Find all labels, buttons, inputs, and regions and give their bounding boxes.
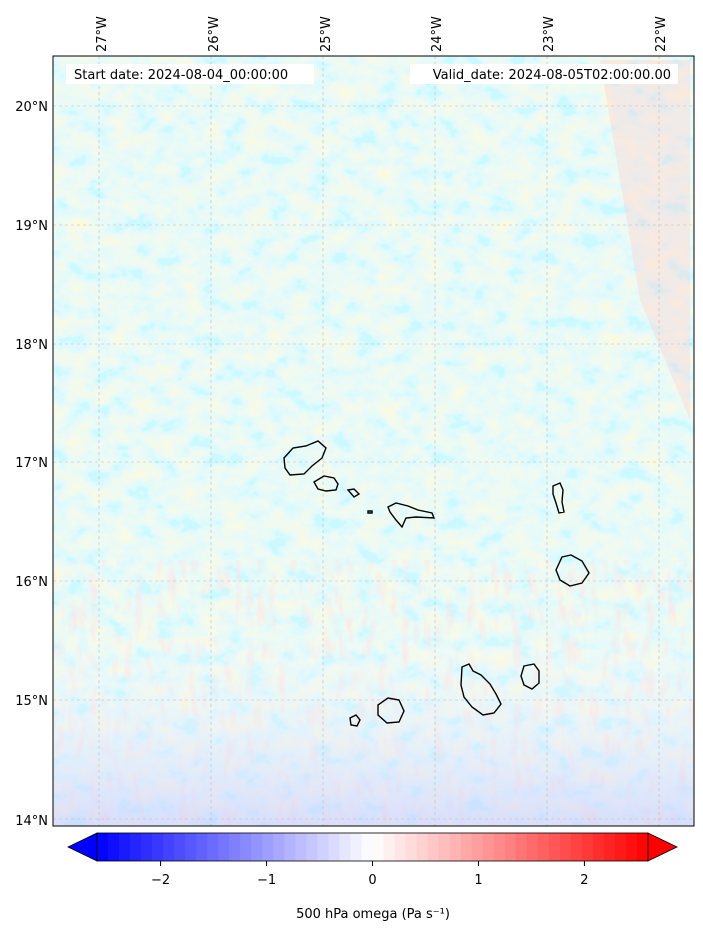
lon-tick-label: 24°W (430, 16, 445, 52)
island-santo-antao (283, 440, 327, 476)
start-label-box (66, 64, 314, 84)
colorbar-tick-label: −1 (257, 873, 276, 888)
colorbar-step (372, 833, 384, 861)
island-boa-vista (555, 554, 590, 587)
colorbar-step (427, 833, 440, 861)
lon-tick-label: 27°W (95, 16, 110, 52)
island-santiago (460, 663, 502, 716)
colorbar-step (339, 833, 351, 861)
colorbar-step (229, 833, 241, 861)
island-sao-nicolau (387, 502, 436, 529)
map-frame (52, 55, 695, 827)
lat-tick-label: 16°N (15, 575, 48, 590)
colorbar-step (438, 833, 451, 861)
colorbar-step (603, 833, 616, 861)
lon-tick-label: 22°W (654, 16, 669, 52)
colorbar-tick-label: 1 (474, 873, 482, 888)
lat-tick-label: 19°N (15, 219, 48, 234)
longitude-tick-labels: 27°W 26°W 25°W 24°W 23°W 22°W (95, 16, 669, 52)
island-sal (552, 482, 565, 514)
colorbar-step (317, 833, 329, 861)
colorbar-step (394, 833, 406, 861)
colorbar-step (405, 833, 417, 861)
lat-tick-label: 18°N (15, 338, 48, 353)
colorbar-high-extension (647, 832, 678, 862)
colorbar-label: 500 hPa omega (Pa s⁻¹) (296, 907, 450, 922)
colorbar-step (581, 833, 594, 861)
colorbar-step (537, 833, 550, 861)
colorbar-step (328, 833, 340, 861)
colorbar-step (383, 833, 395, 861)
colorbar-step (636, 833, 649, 861)
lon-tick-label: 25°W (319, 16, 334, 52)
colorbar-step (174, 833, 186, 861)
start-date-label: Start date: 2024-08-04_00:00:00 (74, 68, 288, 83)
colorbar-step (295, 833, 307, 861)
colorbar-step (207, 833, 219, 861)
colorbar-step (482, 833, 495, 861)
colorbar-step (493, 833, 506, 861)
colorbar-step (306, 833, 318, 861)
colorbar-step (262, 833, 274, 861)
colorbar-step (284, 833, 296, 861)
colorbar-step (592, 833, 605, 861)
colorbar-step (416, 833, 428, 861)
colorbar-step (97, 833, 109, 861)
lat-tick-label: 14°N (15, 814, 48, 829)
colorbar-tick-label: 0 (368, 873, 376, 888)
colorbar-step (273, 833, 285, 861)
colorbar-step (141, 833, 153, 861)
lat-tick-label: 17°N (15, 456, 48, 471)
colorbar-step (559, 833, 572, 861)
colorbar-step (460, 833, 473, 861)
colorbar-step (570, 833, 583, 861)
coastlines (283, 440, 590, 727)
colorbar-step (449, 833, 462, 861)
lat-tick-label: 15°N (15, 694, 48, 709)
island-maio (520, 663, 540, 690)
colorbar-low-extension (67, 832, 98, 862)
valid-date-label: Valid_date: 2024-08-05T02:00:00.00 (433, 68, 671, 83)
island-brava (349, 714, 361, 727)
lon-tick-label: 23°W (542, 16, 557, 52)
island-sao-vicente (313, 475, 339, 492)
island-razo (367, 510, 373, 514)
colorbar-step (504, 833, 517, 861)
lat-tick-label: 20°N (15, 100, 48, 115)
colorbar-step (251, 833, 263, 861)
colorbar-step (526, 833, 539, 861)
colorbar: −2 −1 0 1 2 500 hPa omega (Pa s⁻¹) (67, 832, 678, 922)
omega-field (53, 56, 694, 826)
gridlines (53, 56, 694, 826)
latitude-tick-labels: 20°N 19°N 18°N 17°N 16°N 15°N 14°N (15, 100, 48, 829)
island-santa-luzia (346, 488, 361, 498)
colorbar-tick-label: −2 (151, 873, 170, 888)
colorbar-step (515, 833, 528, 861)
valid-label-box (410, 64, 678, 84)
colorbar-step (471, 833, 484, 861)
island-fogo (377, 697, 405, 724)
colorbar-step (108, 833, 120, 861)
colorbar-step (119, 833, 131, 861)
colorbar-step (152, 833, 164, 861)
colorbar-step (350, 833, 362, 861)
colorbar-step (130, 833, 142, 861)
colorbar-step (163, 833, 175, 861)
colorbar-step (196, 833, 208, 861)
colorbar-step (548, 833, 561, 861)
lon-tick-label: 26°W (207, 16, 222, 52)
colorbar-step (185, 833, 197, 861)
colorbar-step (361, 833, 373, 861)
colorbar-step (625, 833, 638, 861)
colorbar-tick-label: 2 (580, 873, 588, 888)
colorbar-step (240, 833, 252, 861)
colorbar-steps (97, 833, 649, 861)
colorbar-ticks: −2 −1 0 1 2 (151, 861, 589, 888)
colorbar-step (218, 833, 230, 861)
colorbar-step (614, 833, 627, 861)
